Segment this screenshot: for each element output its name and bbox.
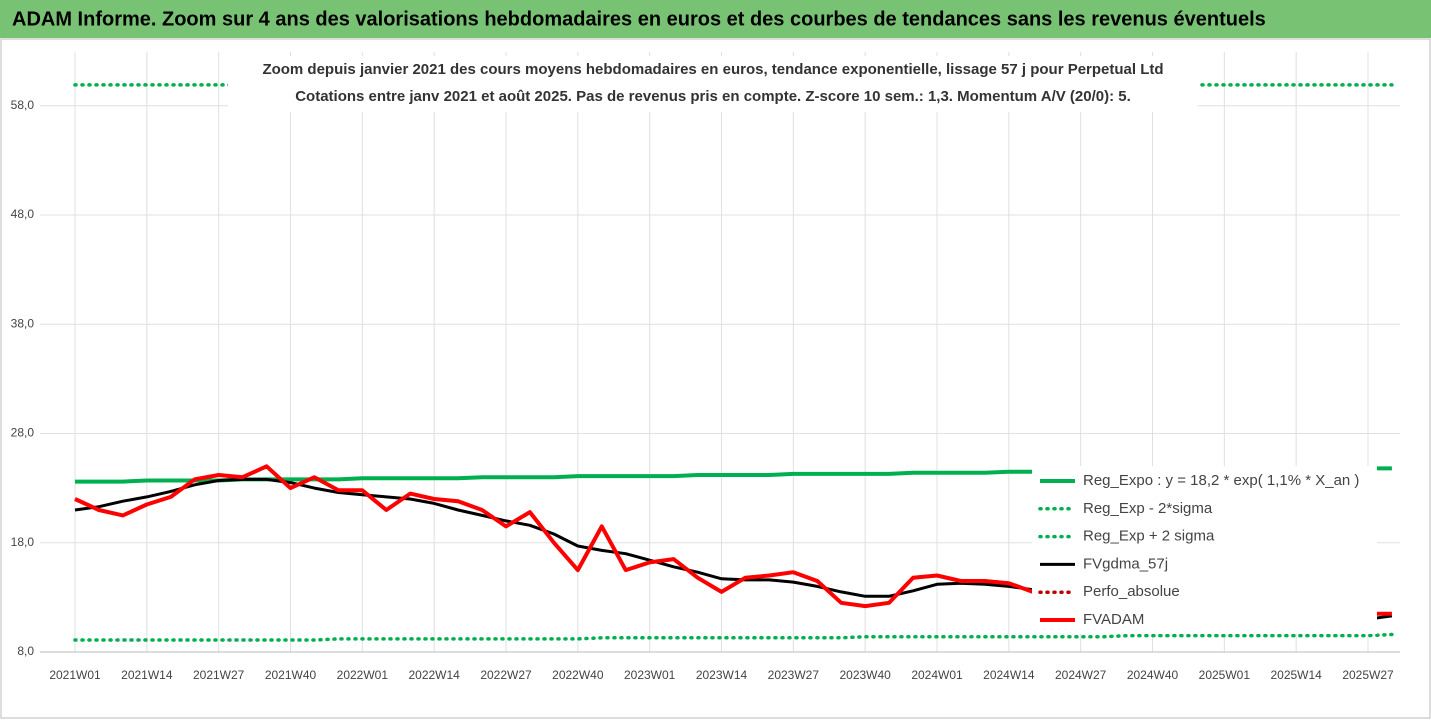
y-tick-label: 8,0 [17,644,34,658]
x-tick-label: 2022W27 [480,668,532,682]
x-tick-label: 2021W01 [49,668,101,682]
x-tick-label: 2022W01 [337,668,389,682]
x-tick-label: 2025W27 [1342,668,1394,682]
header-bar [0,0,1431,38]
y-tick-label: 48,0 [11,207,35,221]
title-box [228,56,1198,112]
x-tick-label: 2024W14 [983,668,1035,682]
chart-border [0,38,1431,719]
series-line [73,632,1394,642]
legend-label: Reg_Exp - 2*sigma [1083,500,1213,517]
legend-label: FVADAM [1083,611,1144,628]
x-tick-label: 2022W40 [552,668,604,682]
y-tick-label: 38,0 [11,316,35,330]
x-tick-label: 2021W27 [193,668,245,682]
x-tick-label: 2023W40 [839,668,891,682]
x-tick-label: 2024W40 [1127,668,1179,682]
legend-label: Perfo_absolue [1083,583,1180,600]
x-tick-label: 2023W01 [624,668,676,682]
x-tick-label: 2021W14 [121,668,173,682]
chart-subtitle: Cotations entre janv 2021 et août 2025. … [295,88,1131,105]
x-tick-label: 2025W01 [1199,668,1251,682]
legend-box [1032,466,1377,634]
y-tick-label: 58,0 [11,98,35,112]
x-tick-label: 2025W14 [1270,668,1322,682]
x-tick-label: 2023W14 [696,668,748,682]
x-tick-label: 2021W40 [265,668,317,682]
x-tick-label: 2024W01 [911,668,963,682]
x-tick-label: 2023W27 [768,668,820,682]
x-tick-label: 2024W27 [1055,668,1107,682]
x-tick-label: 2022W14 [408,668,460,682]
y-tick-label: 18,0 [11,535,35,549]
legend-label: Reg_Expo : y = 18,2 * exp( 1,1% * X_an ) [1083,472,1359,489]
chart-title: Zoom depuis janvier 2021 des cours moyen… [262,61,1163,78]
page-title: ADAM Informe. Zoom sur 4 ans des valoris… [12,8,1266,30]
y-tick-label: 28,0 [11,426,35,440]
legend-label: FVgdma_57j [1083,555,1168,572]
legend-label: Reg_Exp + 2 sigma [1083,528,1215,545]
